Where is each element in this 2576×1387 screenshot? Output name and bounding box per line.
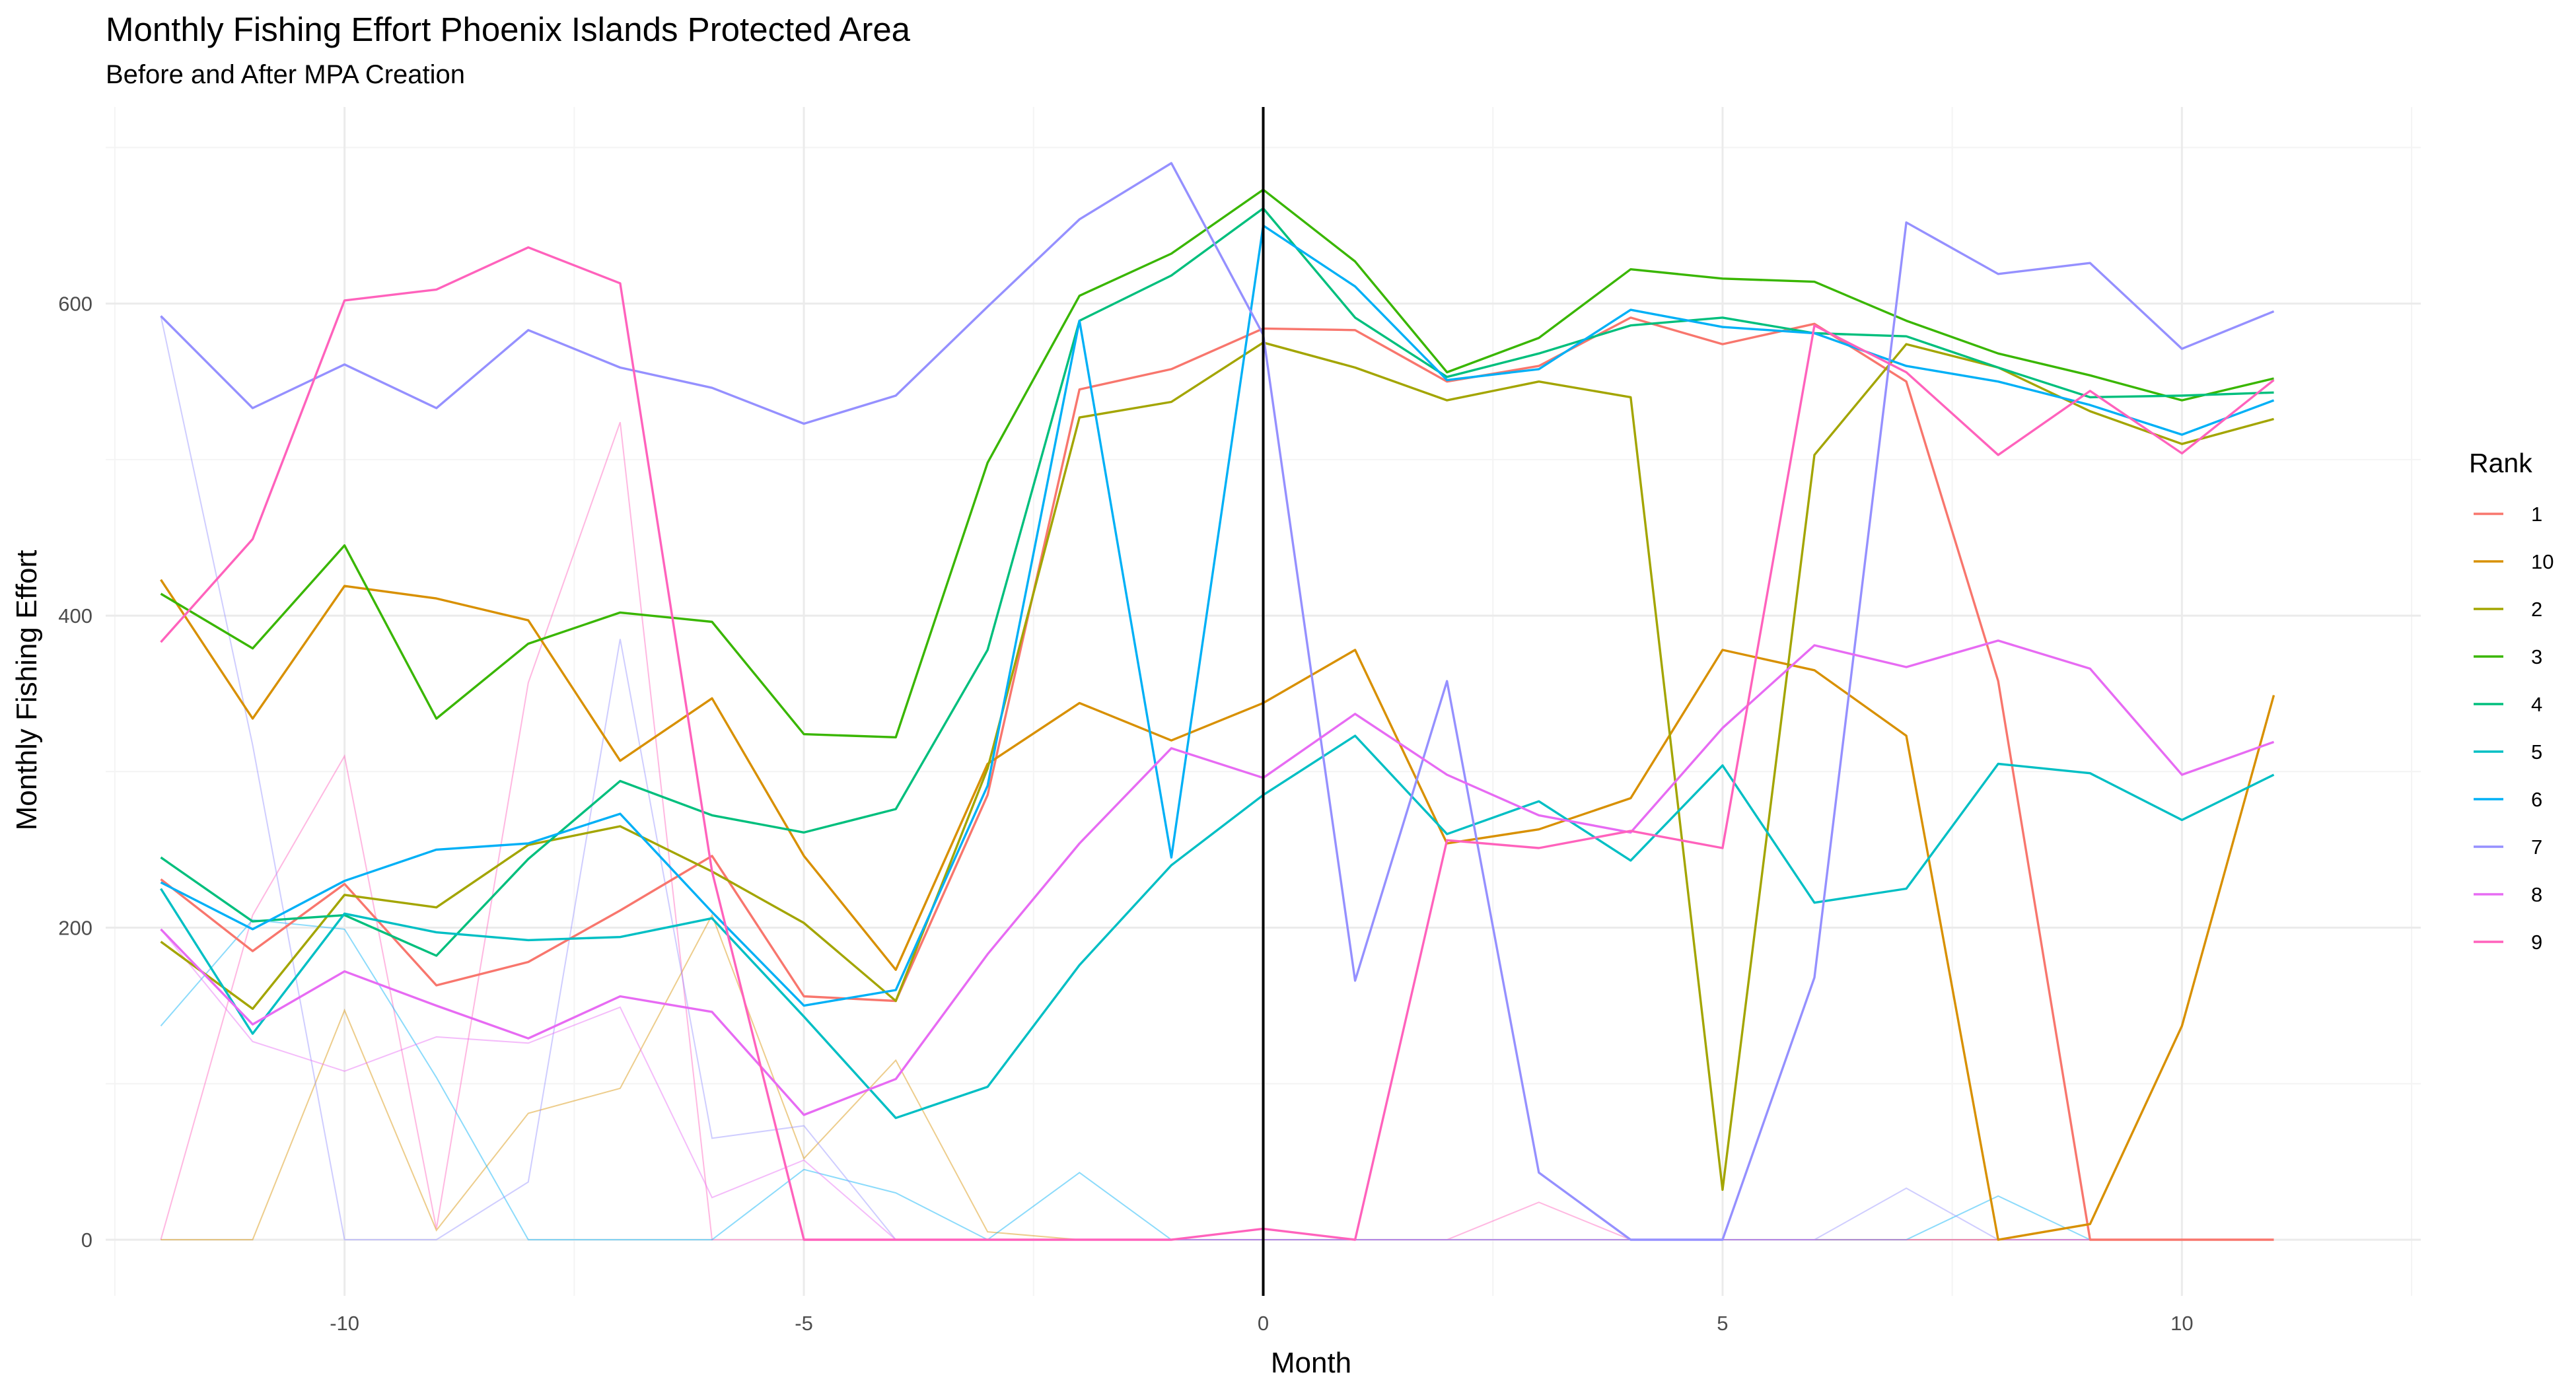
- x-axis-ticks: -10 -5 0 5 10: [330, 1312, 2193, 1335]
- y-tick-label: 200: [58, 917, 92, 940]
- legend-label-rank-2: 2: [2531, 598, 2542, 621]
- legend-label-rank-1: 1: [2531, 503, 2542, 526]
- chart-subtitle: Before and After MPA Creation: [106, 60, 465, 89]
- faint-series-line: [161, 913, 2274, 1240]
- x-axis-title: Month: [1271, 1347, 1351, 1379]
- series-line-rank-1: [160, 316, 2274, 1241]
- legend-label-rank-6: 6: [2531, 788, 2542, 811]
- series-line-rank-8: [160, 639, 2275, 1116]
- y-tick-label: 0: [81, 1228, 92, 1252]
- legend: 1 10 2 3 4 5 6 7 8 9: [2474, 503, 2554, 954]
- legend-label-rank-4: 4: [2531, 693, 2542, 716]
- x-tick-label: -5: [795, 1312, 813, 1335]
- series-line-rank-3: [160, 188, 2274, 739]
- chart-title: Monthly Fishing Effort Phoenix Islands P…: [106, 11, 911, 48]
- series-line-rank-4: [160, 207, 2274, 957]
- series-lines: [160, 162, 2275, 1241]
- series-line-rank-5: [160, 734, 2275, 1120]
- legend-label-rank-7: 7: [2531, 836, 2542, 859]
- legend-label-rank-10: 10: [2531, 550, 2554, 573]
- series-line-rank-9: [160, 246, 2275, 1241]
- faint-series-line: [160, 929, 2274, 1240]
- series-line-rank-7: [160, 162, 2275, 1241]
- legend-title: Rank: [2469, 448, 2532, 478]
- legend-label-rank-8: 8: [2531, 883, 2542, 906]
- faint-series-lines: [160, 316, 2274, 1241]
- series-line-rank-2: [160, 341, 2274, 1191]
- x-tick-label: 0: [1258, 1312, 1269, 1335]
- x-tick-label: 10: [2170, 1312, 2193, 1335]
- x-tick-label: -10: [330, 1312, 359, 1335]
- y-tick-label: 400: [58, 604, 92, 627]
- faint-series-line: [160, 316, 2274, 1240]
- series-line-rank-10: [160, 579, 2275, 1241]
- legend-label-rank-9: 9: [2531, 931, 2542, 954]
- legend-label-rank-5: 5: [2531, 740, 2542, 764]
- x-tick-label: 5: [1717, 1312, 1728, 1335]
- series-line-rank-6: [160, 224, 2275, 1007]
- faint-series-line: [160, 919, 2274, 1241]
- legend-label-rank-3: 3: [2531, 645, 2542, 668]
- y-axis-ticks: 0 200 400 600: [58, 293, 92, 1252]
- y-axis-title: Monthly Fishing Effort: [11, 550, 43, 831]
- y-tick-label: 600: [58, 293, 92, 316]
- faint-series-line: [160, 421, 2274, 1240]
